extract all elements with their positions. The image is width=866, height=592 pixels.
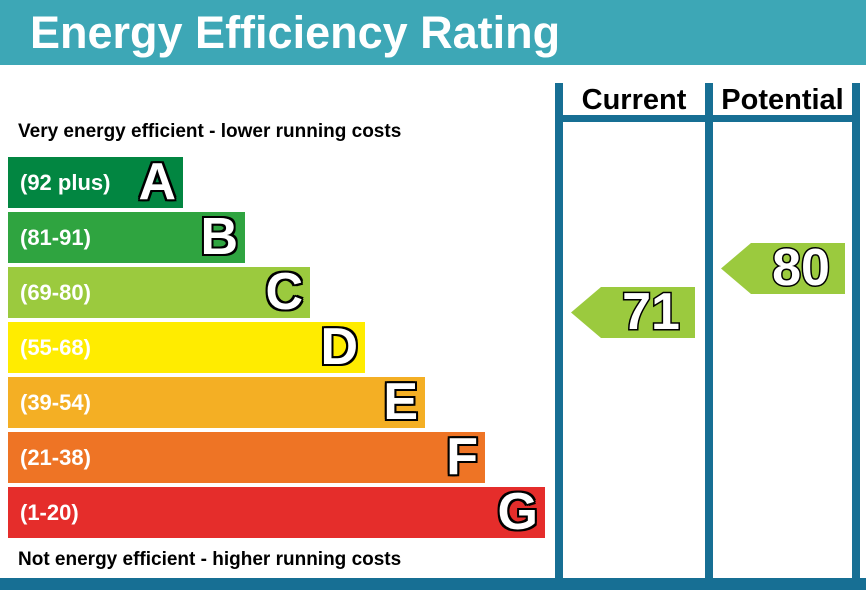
band-F: (21-38) F [8,427,485,486]
band-letter: A [138,152,176,211]
current-column-left-border [555,83,563,578]
band-A: (92 plus) A [8,152,183,211]
title-bar: Energy Efficiency Rating [0,0,866,65]
band-C: (69-80) C [8,262,310,321]
band-range-label: (69-80) [20,279,91,305]
band-D: (55-68) D [8,317,365,376]
potential-rating-arrow: 80 [721,243,845,294]
band-G: (1-20) G [8,482,545,541]
potential-rating-value: 80 [772,243,830,294]
band-letter: C [265,262,303,321]
potential-arrow-shape [721,243,845,294]
potential-column-right-border [852,83,860,578]
band-E: (39-54) E [8,372,425,431]
current-arrow-shape [571,287,695,338]
potential-column-header: Potential [721,84,844,116]
page-title: Energy Efficiency Rating [30,7,561,58]
band-range-label: (92 plus) [20,169,111,195]
band-letter: F [446,427,478,486]
band-letter: E [383,372,418,431]
current-rating-arrow: 71 [571,287,695,338]
band-range-label: (21-38) [20,444,91,470]
band-range-label: (39-54) [20,389,91,415]
band-range-label: (55-68) [20,334,91,360]
band-letter: G [497,482,538,541]
current-column-header: Current [581,84,687,116]
column-header-underline [555,115,860,122]
band-B: (81-91) B [8,207,245,266]
current-rating-value: 71 [622,287,680,338]
band-range-label: (1-20) [20,499,79,525]
band-letter: D [320,317,358,376]
bands: (92 plus) A (81-91) B (69-80) C (55-68) D (39-54… [8,152,545,542]
band-letter: B [200,207,238,266]
bottom-border [0,578,866,590]
caption-bottom: Not energy efficient - higher running co… [18,549,402,570]
caption-top: Very energy efficient - lower running co… [18,121,402,142]
column-divider [705,83,713,578]
band-range-label: (81-91) [20,224,91,250]
